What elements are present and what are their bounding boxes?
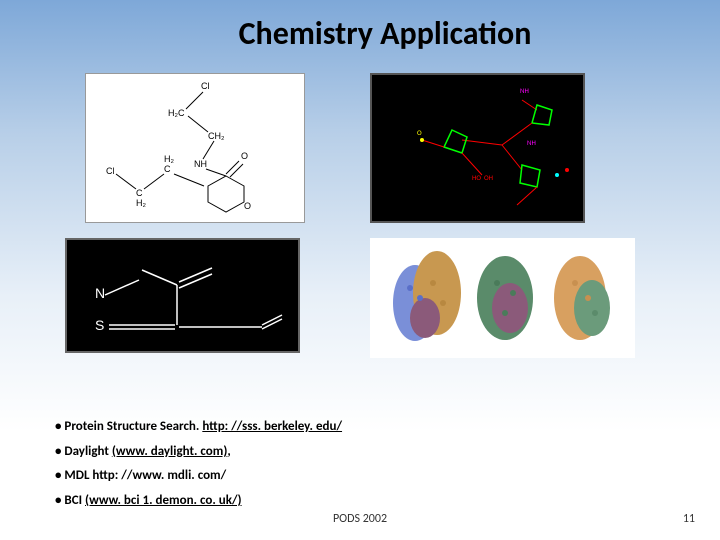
svg-text:H₂C: H₂C <box>168 108 185 118</box>
svg-text:OH: OH <box>484 173 493 182</box>
bullet-label: Protein Structure Search. <box>64 419 199 434</box>
molecule-structure-1: Cl H₂C CH₂ NH O O Cl C H₂ C H₂ <box>85 73 305 223</box>
bullet-label: Daylight <box>64 444 108 459</box>
link-berkeley[interactable]: http: //sss. berkeley. edu/ <box>202 419 342 434</box>
svg-text:NH: NH <box>520 86 529 95</box>
protein-structures <box>370 238 635 358</box>
link-daylight[interactable]: (www. daylight. com) <box>112 444 228 459</box>
bullet-daylight: Daylight (www. daylight. com), <box>55 440 342 465</box>
images-grid: Cl H₂C CH₂ NH O O Cl C H₂ C H₂ <box>0 53 720 393</box>
footer-center: PODS 2002 <box>333 512 387 526</box>
svg-text:S: S <box>95 317 104 333</box>
slide-number: 11 <box>683 512 695 526</box>
svg-text:N: N <box>95 285 105 301</box>
svg-text:H₂: H₂ <box>164 154 174 164</box>
bullet-label: MDL http: //www. mdli. com/ <box>64 468 226 483</box>
bullet-mdl: MDL http: //www. mdli. com/ <box>55 464 342 489</box>
bullet-list: Protein Structure Search. http: //sss. b… <box>55 415 342 514</box>
svg-text:NH: NH <box>527 138 536 147</box>
molecule-structure-3: S N <box>65 238 300 353</box>
svg-text:Cl: Cl <box>106 166 115 176</box>
svg-text:C: C <box>164 164 171 174</box>
svg-text:O: O <box>241 151 248 161</box>
bullet-bci: BCI (www. bci 1. demon. co. uk/) <box>55 489 342 514</box>
bullet-label: BCI <box>64 493 82 508</box>
svg-text:CH₂: CH₂ <box>208 131 225 141</box>
svg-text:NH: NH <box>194 159 207 169</box>
svg-text:H₂: H₂ <box>136 198 146 208</box>
molecule-structure-2: O HO OH NH NH <box>370 73 585 223</box>
svg-text:Cl: Cl <box>201 81 210 91</box>
bullet-suffix: , <box>227 444 230 459</box>
page-title: Chemistry Application <box>0 0 720 53</box>
svg-text:C: C <box>136 188 143 198</box>
bullet-protein: Protein Structure Search. http: //sss. b… <box>55 415 342 440</box>
svg-text:HO: HO <box>472 173 481 182</box>
svg-text:O: O <box>244 201 251 211</box>
svg-text:O: O <box>417 128 422 137</box>
link-bci[interactable]: (www. bci 1. demon. co. uk/) <box>85 493 242 508</box>
